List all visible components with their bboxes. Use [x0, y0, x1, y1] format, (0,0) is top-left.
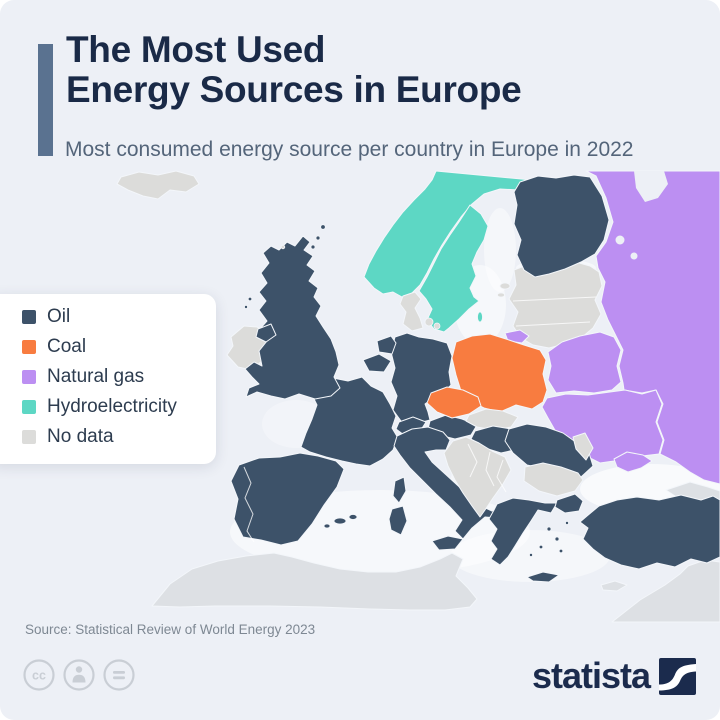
legend-swatch-oil	[22, 310, 36, 324]
country-russia	[585, 170, 720, 485]
aegean-island-1	[546, 526, 552, 532]
title-line-2: Energy Sources in Europe	[66, 69, 522, 110]
hebrides-island-2	[243, 304, 248, 309]
cc-no-derivatives-icon	[103, 659, 135, 691]
legend-item-coal: Coal	[22, 332, 216, 362]
zealand-island	[424, 317, 434, 327]
portugal-spain-border	[243, 466, 255, 543]
gotland-island	[477, 311, 483, 323]
lake-onega	[630, 252, 638, 260]
legend-swatch-hydroelectricity	[22, 400, 36, 414]
cc-attribution-icon	[63, 659, 95, 691]
country-czechia	[426, 386, 482, 419]
cc-icon: cc	[23, 659, 55, 691]
legend-item-hydroelectricity: Hydroelectricity	[22, 392, 216, 422]
hebrides-island-1	[247, 296, 253, 302]
faroe-islands	[280, 244, 286, 250]
country-slovakia	[465, 408, 519, 431]
corsica	[392, 476, 407, 504]
northern-ireland	[255, 323, 277, 343]
latvia-lithuania-border	[515, 321, 591, 327]
cyprus	[600, 580, 628, 592]
estonia-latvia-border	[512, 296, 597, 302]
country-moldova	[572, 432, 594, 461]
country-denmark	[399, 291, 424, 332]
statista-logo-mark	[659, 657, 696, 695]
legend-label-coal: Coal	[47, 336, 87, 357]
legend-swatch-natural-gas	[22, 370, 36, 384]
white-sea-notch	[634, 171, 668, 202]
legend-item-oil: Oil	[22, 302, 216, 332]
country-netherlands	[376, 335, 397, 355]
country-romania	[504, 423, 594, 478]
north-africa	[151, 552, 478, 611]
aegean-island-2	[554, 536, 560, 542]
legend-label-oil: Oil	[47, 306, 71, 327]
legend-label-hydroelectricity: Hydroelectricity	[47, 396, 177, 417]
legend-list: Oil Coal Natural gas Hydroelectricity No…	[0, 302, 216, 452]
brand-wordmark: statista	[531, 655, 651, 696]
orkney-island-2	[315, 235, 321, 241]
saaremaa-island	[499, 282, 511, 290]
country-turkey	[579, 494, 720, 570]
legend: Oil Coal Natural gas Hydroelectricity No…	[0, 294, 216, 464]
cc-license-icons: cc	[22, 658, 136, 692]
shetland-island	[320, 224, 326, 230]
subtitle: Most consumed energy source per country …	[65, 138, 634, 161]
country-finland	[513, 174, 610, 278]
country-bulgaria	[523, 462, 584, 497]
sardinia	[388, 505, 408, 536]
ibiza-island	[323, 523, 331, 529]
orkney-island-1	[310, 244, 316, 250]
statista-logo: statista	[532, 656, 696, 696]
svg-text:cc: cc	[32, 669, 46, 683]
balkan-border-3	[496, 459, 507, 493]
mallorca-island	[333, 517, 347, 525]
aegean-island-5	[529, 553, 534, 558]
lake-ladoga	[615, 235, 625, 245]
menorca-island	[348, 514, 358, 520]
country-belarus	[547, 331, 622, 394]
europe-choropleth-svg	[116, 170, 720, 623]
western-balkans	[443, 436, 512, 518]
hiiumaa-island	[497, 292, 505, 298]
country-greece	[488, 497, 558, 566]
funen-island	[433, 322, 441, 330]
turkey-thrace	[554, 493, 584, 514]
country-norway	[363, 170, 533, 298]
title-accent-bar	[38, 44, 53, 156]
legend-swatch-coal	[22, 340, 36, 354]
aegean-island-4	[558, 548, 564, 554]
country-united-kingdom	[244, 235, 341, 400]
legend-item-no-data: No data	[22, 422, 216, 452]
aegean-island-6	[565, 521, 570, 526]
legend-label-no-data: No data	[47, 426, 114, 447]
crimea	[613, 451, 653, 473]
legend-swatch-no-data	[22, 430, 36, 444]
sicily	[431, 535, 464, 551]
page-title: The Most Used Energy Sources in Europe	[66, 29, 522, 110]
middle-east	[611, 559, 720, 623]
country-sweden	[418, 204, 489, 333]
country-belgium	[362, 353, 392, 373]
legend-item-natural-gas: Natural gas	[22, 362, 216, 392]
europe-map	[0, 168, 720, 628]
aegean-island-3	[538, 544, 544, 550]
title-line-1: The Most Used	[66, 29, 326, 70]
legend-label-natural-gas: Natural gas	[47, 366, 145, 387]
balkan-border-2	[485, 451, 495, 487]
balkan-border-1	[467, 443, 478, 478]
country-germany	[390, 332, 453, 425]
country-iceland	[116, 170, 200, 200]
iberia	[230, 452, 345, 546]
source-text: Source: Statistical Review of World Ener…	[25, 622, 316, 637]
crete	[526, 571, 560, 583]
